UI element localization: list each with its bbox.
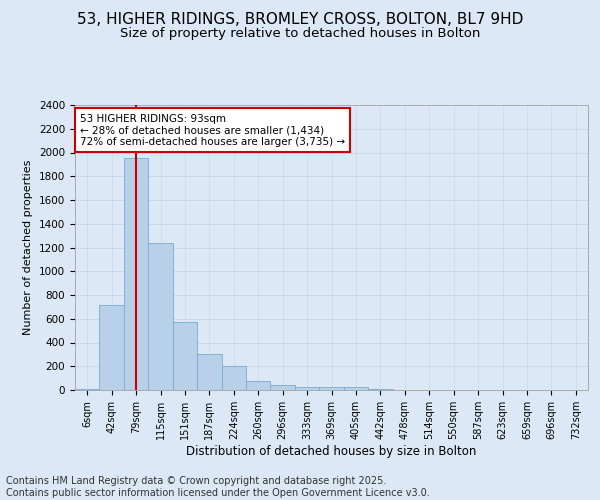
Bar [246,380,271,390]
Bar [271,385,295,390]
Text: Size of property relative to detached houses in Bolton: Size of property relative to detached ho… [120,28,480,40]
Text: 53 HIGHER RIDINGS: 93sqm
← 28% of detached houses are smaller (1,434)
72% of sem: 53 HIGHER RIDINGS: 93sqm ← 28% of detach… [80,114,345,147]
Bar [148,244,173,390]
Bar [100,304,124,390]
Bar [295,386,319,390]
Y-axis label: Number of detached properties: Number of detached properties [23,160,34,335]
Text: 53, HIGHER RIDINGS, BROMLEY CROSS, BOLTON, BL7 9HD: 53, HIGHER RIDINGS, BROMLEY CROSS, BOLTO… [77,12,523,28]
Bar [344,387,368,390]
Bar [124,158,148,390]
X-axis label: Distribution of detached houses by size in Bolton: Distribution of detached houses by size … [187,444,476,458]
Bar [197,354,221,390]
Bar [173,322,197,390]
Text: Contains HM Land Registry data © Crown copyright and database right 2025.
Contai: Contains HM Land Registry data © Crown c… [6,476,430,498]
Bar [319,388,344,390]
Bar [221,366,246,390]
Bar [75,389,100,390]
